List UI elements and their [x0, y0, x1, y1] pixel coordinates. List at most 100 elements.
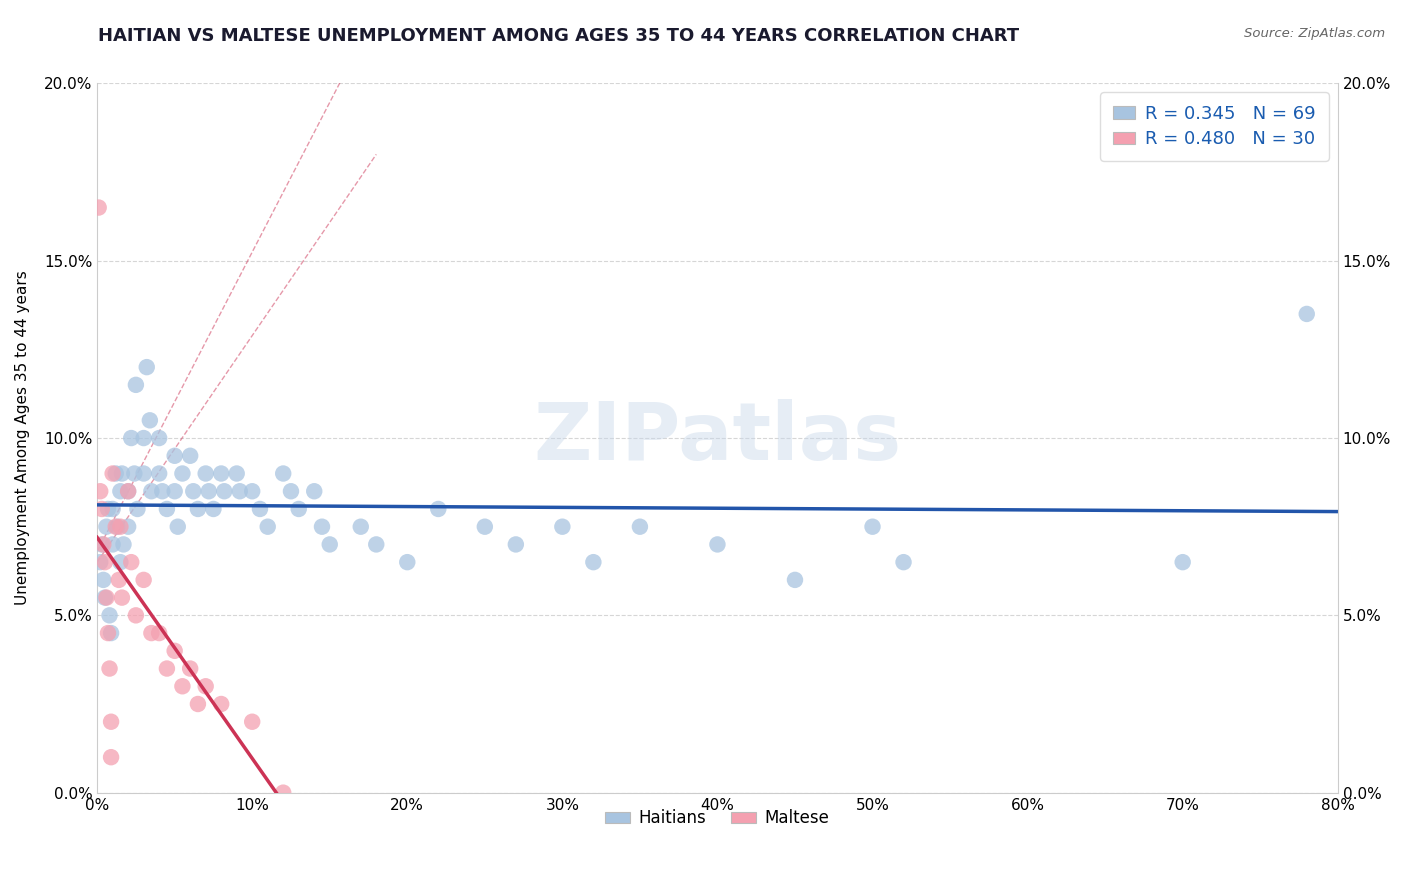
Point [117, 519, 139, 533]
Point [98, 608, 121, 623]
Point [350, 519, 373, 533]
Point [120, 431, 142, 445]
Point [319, 537, 342, 551]
Point [87, 201, 110, 215]
Point [112, 537, 135, 551]
Point [110, 555, 132, 569]
Point [1171, 555, 1194, 569]
Point [120, 555, 142, 569]
Point [249, 502, 271, 516]
Point [366, 537, 388, 551]
Point [229, 484, 252, 499]
Point [100, 626, 122, 640]
Point [427, 502, 450, 516]
Point [89, 555, 111, 569]
Point [132, 467, 155, 481]
Point [117, 484, 139, 499]
Point [156, 661, 179, 675]
Point [108, 573, 131, 587]
Point [101, 537, 124, 551]
Y-axis label: Unemployment Among Ages 35 to 44 years: Unemployment Among Ages 35 to 44 years [15, 270, 30, 606]
Point [197, 484, 219, 499]
Point [187, 502, 209, 516]
Point [135, 360, 157, 375]
Point [97, 502, 120, 516]
Legend: Haitians, Maltese: Haitians, Maltese [599, 803, 837, 834]
Point [110, 484, 132, 499]
Point [100, 750, 122, 764]
Point [179, 661, 201, 675]
Point [893, 555, 915, 569]
Point [163, 644, 186, 658]
Point [111, 467, 134, 481]
Text: ZIPatlas: ZIPatlas [533, 399, 901, 477]
Point [141, 626, 163, 640]
Point [148, 626, 170, 640]
Point [209, 467, 232, 481]
Point [101, 467, 124, 481]
Point [862, 519, 884, 533]
Point [90, 537, 112, 551]
Point [141, 484, 163, 499]
Point [90, 502, 112, 516]
Point [551, 519, 574, 533]
Point [125, 377, 148, 392]
Point [474, 519, 496, 533]
Point [209, 697, 232, 711]
Point [110, 519, 132, 533]
Point [101, 502, 124, 516]
Point [256, 519, 278, 533]
Text: Source: ZipAtlas.com: Source: ZipAtlas.com [1244, 27, 1385, 40]
Point [125, 608, 148, 623]
Point [225, 467, 247, 481]
Point [111, 591, 134, 605]
Point [280, 484, 302, 499]
Point [396, 555, 419, 569]
Point [132, 573, 155, 587]
Point [163, 449, 186, 463]
Point [302, 484, 325, 499]
Point [89, 484, 111, 499]
Point [96, 519, 118, 533]
Point [98, 661, 121, 675]
Point [91, 537, 114, 551]
Point [240, 714, 263, 729]
Point [214, 484, 236, 499]
Point [124, 467, 146, 481]
Point [172, 467, 194, 481]
Point [139, 413, 162, 427]
Text: HAITIAN VS MALTESE UNEMPLOYMENT AMONG AGES 35 TO 44 YEARS CORRELATION CHART: HAITIAN VS MALTESE UNEMPLOYMENT AMONG AG… [98, 27, 1019, 45]
Point [104, 467, 127, 481]
Point [628, 519, 651, 533]
Point [94, 591, 117, 605]
Point [91, 573, 114, 587]
Point [117, 484, 139, 499]
Point [582, 555, 605, 569]
Point [132, 431, 155, 445]
Point [194, 679, 217, 693]
Point [181, 484, 204, 499]
Point [172, 679, 194, 693]
Point [156, 502, 179, 516]
Point [187, 697, 209, 711]
Point [97, 626, 120, 640]
Point [127, 502, 149, 516]
Point [287, 502, 309, 516]
Point [105, 519, 128, 533]
Point [148, 431, 170, 445]
Point [150, 484, 173, 499]
Point [505, 537, 527, 551]
Point [94, 555, 117, 569]
Point [783, 573, 806, 587]
Point [202, 502, 225, 516]
Point [163, 484, 186, 499]
Point [271, 786, 294, 800]
Point [194, 467, 217, 481]
Point [148, 467, 170, 481]
Point [1295, 307, 1317, 321]
Point [311, 519, 333, 533]
Point [104, 519, 127, 533]
Point [271, 467, 294, 481]
Point [240, 484, 263, 499]
Point [100, 714, 122, 729]
